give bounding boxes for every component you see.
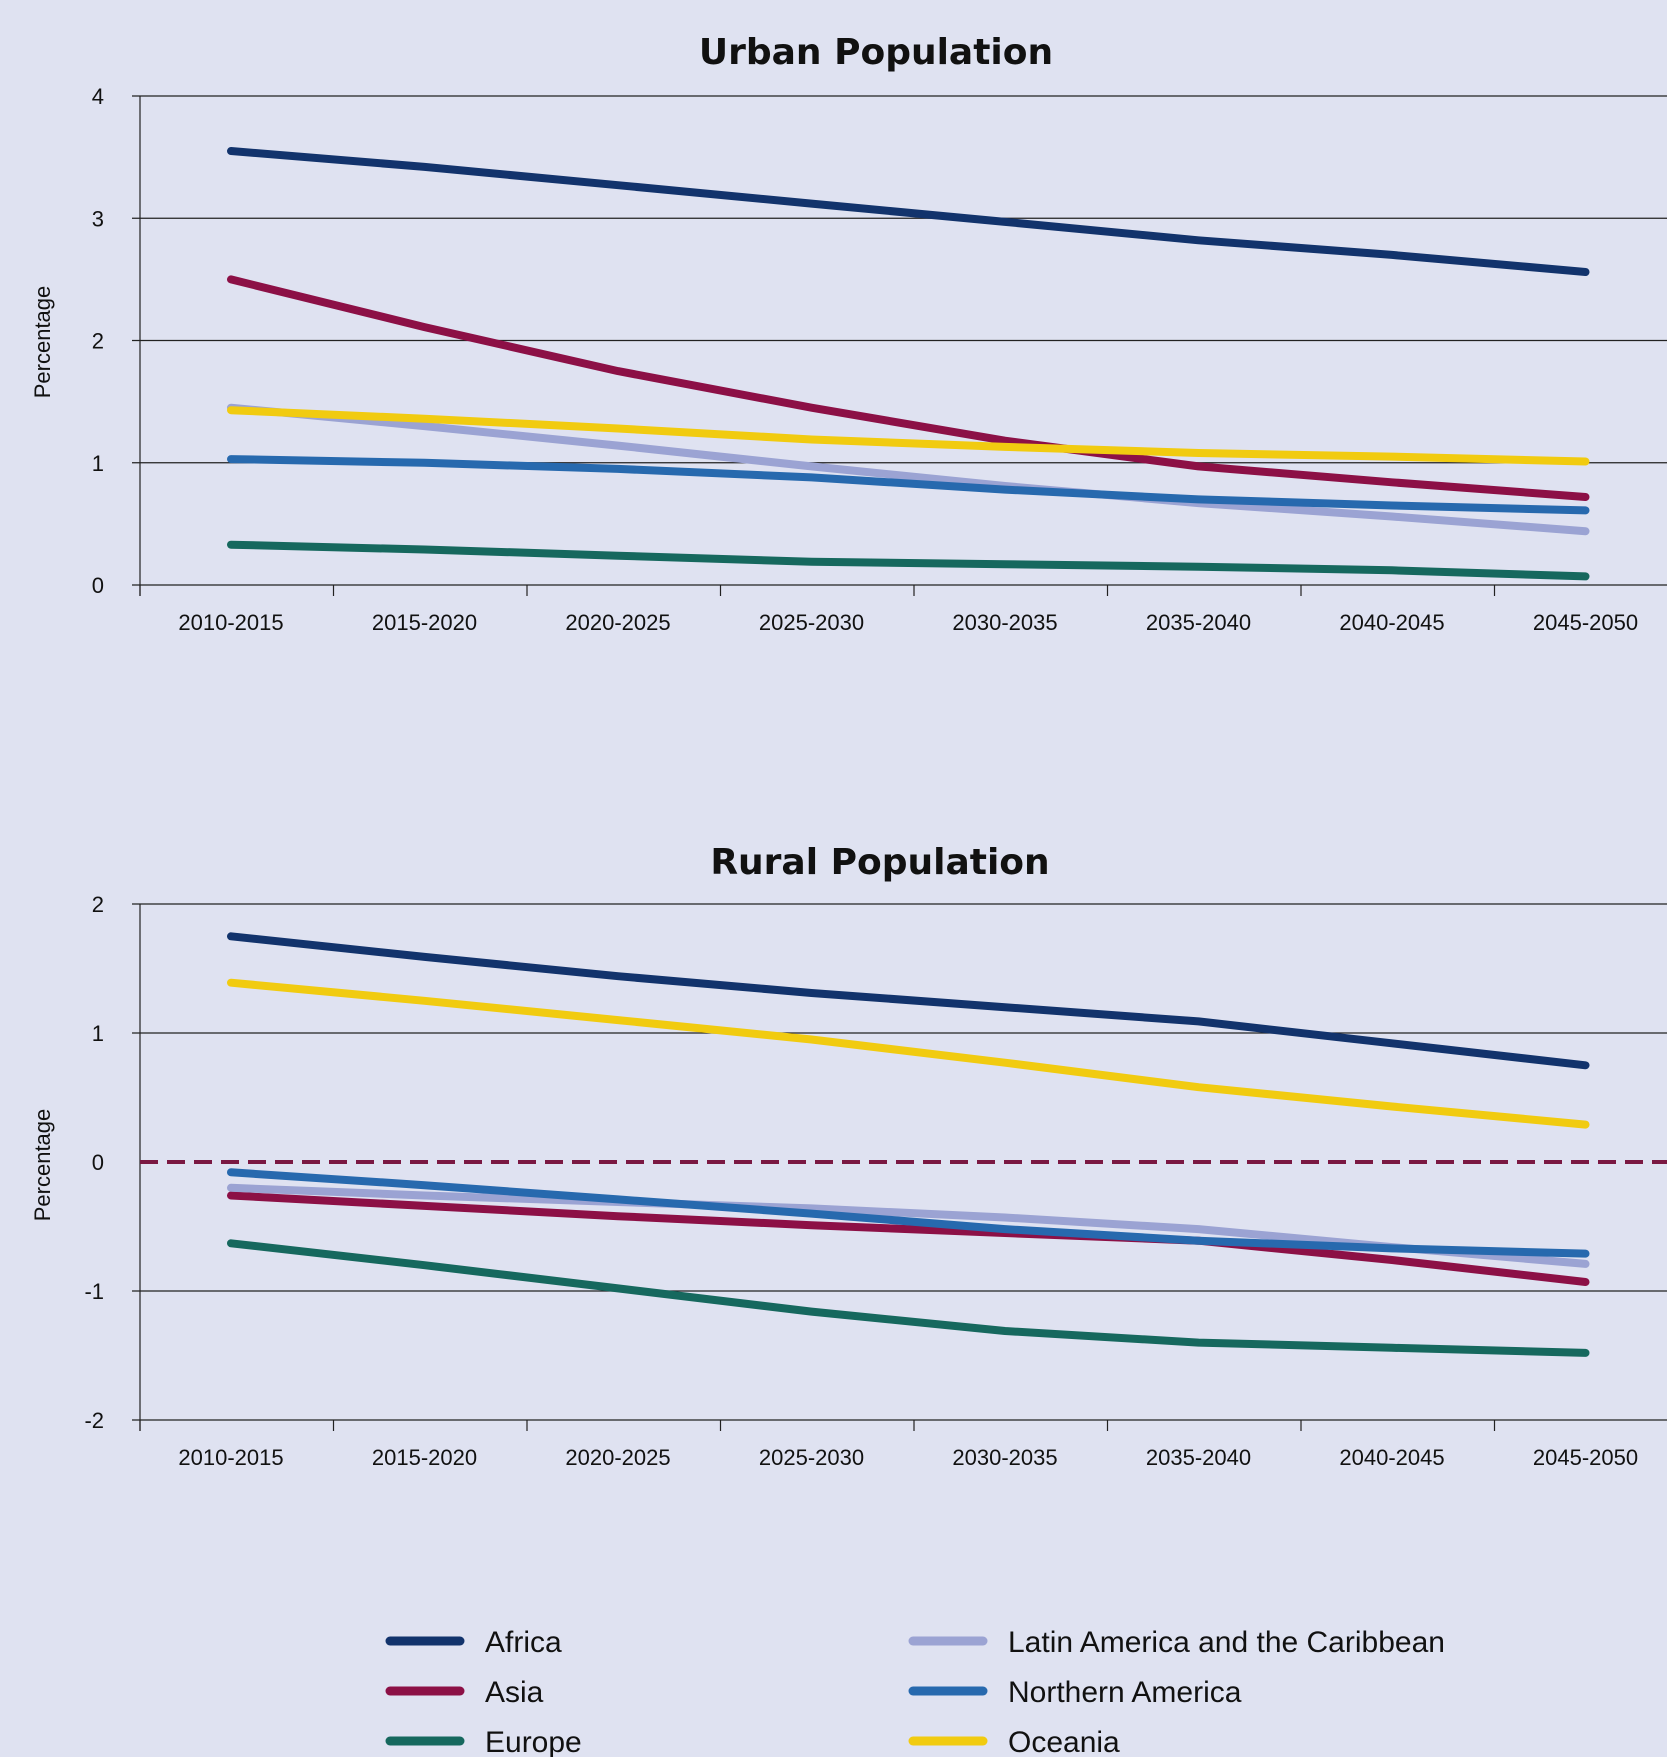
series-line-oceania bbox=[227, 978, 1590, 1129]
series-line-latin-america-and-the-caribbean bbox=[227, 403, 1590, 536]
y-tick-label: 3 bbox=[92, 206, 104, 231]
rural-population-chart: Rural Population Percentage -2 -1 0 1 2 2010-… bbox=[30, 842, 1667, 1470]
x-tick-label: 2040-2045 bbox=[1339, 1445, 1444, 1470]
series-line-northern-america bbox=[227, 1168, 1590, 1258]
x-tick-label: 2030-2035 bbox=[952, 610, 1057, 635]
legend-item-europe: Europe bbox=[385, 1726, 582, 1757]
x-tick-label: 2030-2035 bbox=[952, 1445, 1057, 1470]
x-tick-label: 2010-2015 bbox=[178, 1445, 283, 1470]
legend-label: Latin America and the Caribbean bbox=[1008, 1626, 1445, 1659]
y-tick-label: 0 bbox=[92, 1150, 104, 1175]
y-tick-label: 1 bbox=[92, 1021, 104, 1046]
series-line-asia bbox=[227, 275, 1590, 501]
x-tick-label: 2035-2040 bbox=[1146, 1445, 1251, 1470]
chart-title: Urban Population bbox=[699, 32, 1053, 73]
legend-label: Europe bbox=[485, 1726, 582, 1757]
legend-label: Africa bbox=[485, 1626, 562, 1659]
series-line-africa bbox=[227, 932, 1590, 1070]
x-tick-label: 2045-2050 bbox=[1533, 610, 1638, 635]
legend-item-latin-america-and-the-caribbean: Latin America and the Caribbean bbox=[908, 1626, 1445, 1659]
legend-label: Oceania bbox=[1008, 1726, 1120, 1757]
x-tick-label: 2015-2020 bbox=[372, 610, 477, 635]
legend-item-oceania: Oceania bbox=[908, 1726, 1120, 1757]
y-tick-label: -1 bbox=[84, 1279, 104, 1304]
y-tick-label: 0 bbox=[92, 573, 104, 598]
x-tick-label: 2040-2045 bbox=[1339, 610, 1444, 635]
legend-item-asia: Asia bbox=[385, 1676, 544, 1709]
x-tick-label: 2020-2025 bbox=[565, 610, 670, 635]
series-line-northern-america bbox=[227, 455, 1590, 515]
y-tick-label: 2 bbox=[92, 892, 104, 917]
chart-title: Rural Population bbox=[710, 842, 1049, 883]
x-tick-label: 2025-2030 bbox=[759, 1445, 864, 1470]
y-tick-label: -2 bbox=[84, 1408, 104, 1433]
x-tick-label: 2015-2020 bbox=[372, 1445, 477, 1470]
series-line-oceania bbox=[227, 406, 1590, 466]
legend-item-northern-america: Northern America bbox=[908, 1676, 1242, 1709]
series-line-africa bbox=[227, 147, 1590, 276]
y-tick-label: 2 bbox=[92, 329, 104, 354]
series-line-europe bbox=[227, 1239, 1590, 1357]
x-tick-label: 2020-2025 bbox=[565, 1445, 670, 1470]
y-axis-label: Percentage bbox=[30, 286, 55, 399]
legend-label: Northern America bbox=[1008, 1676, 1242, 1709]
x-tick-label: 2045-2050 bbox=[1533, 1445, 1638, 1470]
y-tick-label: 4 bbox=[92, 84, 104, 109]
y-axis-label: Percentage bbox=[30, 1109, 55, 1222]
series-line-asia bbox=[227, 1191, 1590, 1286]
series-line-europe bbox=[227, 540, 1590, 581]
x-tick-label: 2035-2040 bbox=[1146, 610, 1251, 635]
legend-item-africa: Africa bbox=[385, 1626, 562, 1659]
legend: Africa Asia Europe Latin America and the Ca… bbox=[385, 1626, 1445, 1757]
x-tick-label: 2025-2030 bbox=[759, 610, 864, 635]
x-tick-label: 2010-2015 bbox=[178, 610, 283, 635]
legend-label: Asia bbox=[485, 1676, 544, 1709]
urban-population-chart: Urban Population Percentage 0 1 2 3 4 2010-20… bbox=[30, 32, 1667, 635]
y-tick-label: 1 bbox=[92, 451, 104, 476]
